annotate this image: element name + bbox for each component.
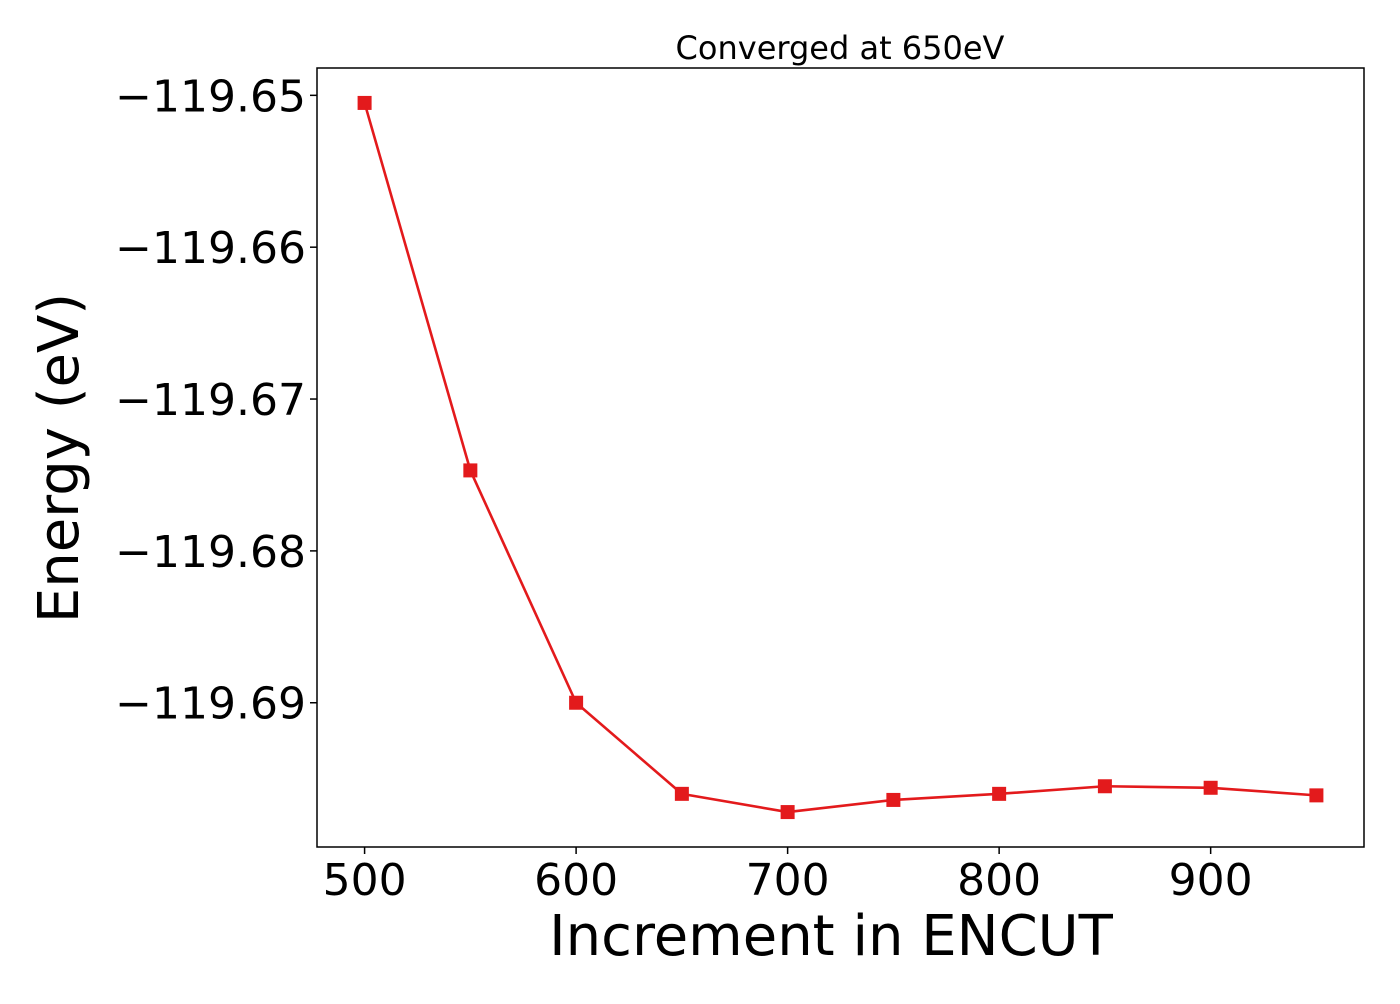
y-tick-label: −119.68 [115, 527, 306, 578]
data-point-marker [357, 95, 372, 110]
x-tick-label: 600 [534, 855, 618, 906]
series-layer [357, 95, 1324, 820]
data-point-marker [1097, 779, 1112, 794]
x-tick-label: 900 [1169, 855, 1253, 906]
y-tick-label: −119.69 [115, 679, 306, 730]
series-line [363, 102, 1317, 814]
x-tick-label: 800 [957, 855, 1041, 906]
data-point-marker [463, 463, 478, 478]
x-tick-label: 700 [746, 855, 830, 906]
data-point-marker [1203, 780, 1218, 795]
y-tick-label: −119.65 [115, 71, 306, 122]
data-point-marker [886, 792, 901, 807]
y-axis-label: Energy (eV) [27, 293, 92, 623]
data-point-marker [674, 786, 689, 801]
chart-title: Converged at 650eV [676, 29, 1005, 67]
x-tick-label: 500 [323, 855, 407, 906]
data-point-marker [1309, 788, 1324, 803]
data-point-marker [992, 786, 1007, 801]
x-axis-ticks: 500 600 700 800 900 [323, 847, 1253, 906]
y-tick-label: −119.66 [115, 223, 306, 274]
data-point-marker [780, 805, 795, 820]
y-axis-ticks: −119.65 −119.66 −119.67 −119.68 −119.69 [115, 71, 317, 730]
y-tick-label: −119.67 [115, 375, 306, 426]
data-point-marker [569, 695, 584, 710]
x-axis-label: Increment in ENCUT [549, 904, 1114, 969]
plot-frame [316, 67, 1365, 848]
